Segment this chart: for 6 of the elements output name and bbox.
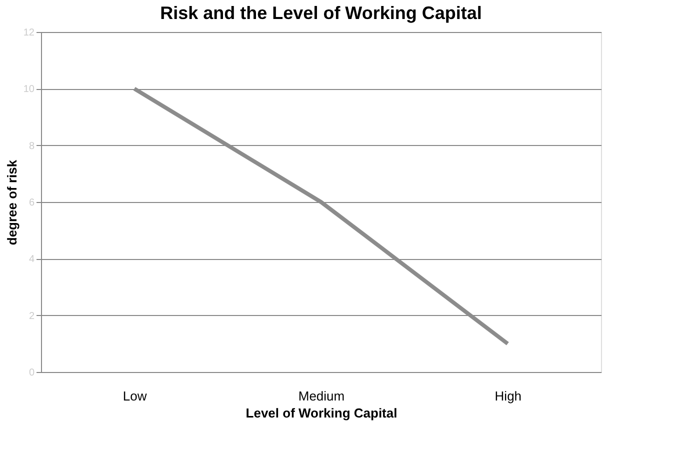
y-axis-title: degree of risk (4, 159, 20, 246)
x-tick-label: Medium (298, 388, 345, 404)
chart-title: Risk and the Level of Working Capital (160, 3, 482, 23)
x-tick-label: High (494, 388, 522, 404)
x-axis-title: Level of Working Capital (246, 406, 398, 420)
x-tick-label: Low (122, 388, 148, 404)
